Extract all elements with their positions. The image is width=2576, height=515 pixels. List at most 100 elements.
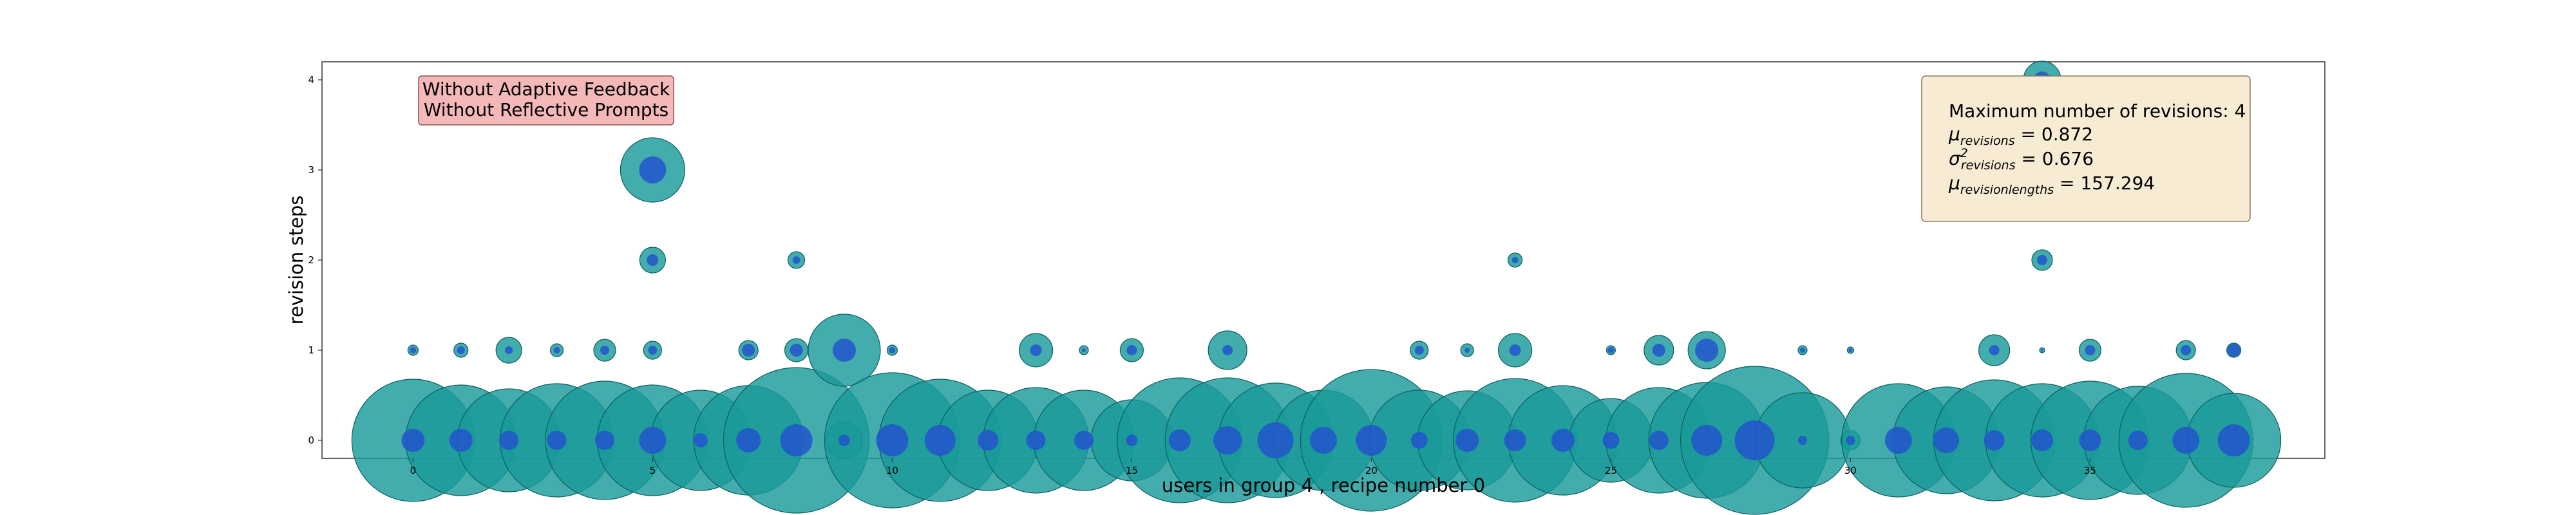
bubble-inner-36-0 bbox=[2128, 431, 2148, 450]
bubble-inner-38-0 bbox=[2217, 424, 2250, 456]
bubble-inner-10-1 bbox=[889, 347, 896, 353]
stats-box: Maximum number of revisions: 4 μrevision… bbox=[1921, 75, 2251, 222]
bubble-inner-18-0 bbox=[1257, 422, 1294, 458]
bubble-inner-31-0 bbox=[1884, 427, 1912, 454]
bubble-inner-27-0 bbox=[1691, 425, 1723, 456]
stats-variance-revisions-value: 0.676 bbox=[2042, 148, 2094, 169]
bubble-inner-9-1 bbox=[832, 339, 856, 362]
bubble-inner-3-0 bbox=[547, 431, 567, 450]
bubble-inner-21-0 bbox=[1410, 432, 1428, 449]
x-tick-label-30: 30 bbox=[1844, 465, 1857, 476]
bubble-inner-38-1 bbox=[2227, 344, 2240, 357]
y-tick-label-0: 0 bbox=[308, 435, 314, 446]
stats-mean-revisions-value: 0.872 bbox=[2041, 124, 2093, 145]
bubble-inner-5-0 bbox=[639, 427, 667, 454]
bubble-inner-35-1 bbox=[2085, 345, 2096, 355]
bubble-inner-27-1 bbox=[1695, 339, 1719, 362]
bubble-inner-19-0 bbox=[1310, 427, 1337, 454]
bubble-inner-13-1 bbox=[1030, 344, 1042, 356]
bubble-inner-2-0 bbox=[499, 431, 519, 450]
bubble-inner-26-0 bbox=[1649, 431, 1669, 450]
bubble-inner-28-0 bbox=[1734, 420, 1775, 460]
bubble-inner-24-0 bbox=[1551, 429, 1575, 452]
bubble-inner-8-0 bbox=[780, 424, 813, 456]
bubble-inner-23-0 bbox=[1504, 429, 1526, 451]
bubble-inner-37-1 bbox=[2181, 345, 2192, 355]
bubble-inner-22-0 bbox=[1455, 429, 1479, 452]
bubble-inner-34-0 bbox=[2031, 429, 2054, 451]
stats-mean-revision-lengths: μrevisionlengths = 157.294 bbox=[1948, 173, 2155, 197]
bubble-inner-23-1 bbox=[1509, 344, 1521, 356]
stats-variance-revisions: σ2 revisions = 0.676 bbox=[1949, 146, 2094, 173]
stats-mean-revisions: μrevisions = 0.872 bbox=[1948, 124, 2093, 148]
x-tick-label-25: 25 bbox=[1605, 465, 1617, 476]
y-tick-label-1: 1 bbox=[308, 344, 314, 356]
bubble-inner-9-0 bbox=[838, 435, 850, 446]
y-tick-label-2: 2 bbox=[308, 254, 314, 266]
x-tick-label-35: 35 bbox=[2084, 465, 2096, 476]
bubble-inner-5-1 bbox=[648, 346, 658, 355]
bubble-inner-33-0 bbox=[1984, 430, 2005, 451]
condition-box-background bbox=[418, 75, 674, 126]
x-tick-label-20: 20 bbox=[1365, 465, 1378, 476]
bubble-inner-17-1 bbox=[1222, 345, 1233, 355]
bubble-marks bbox=[351, 61, 2282, 515]
bubble-inner-26-1 bbox=[1652, 344, 1665, 357]
bubble-inner-30-0 bbox=[1846, 436, 1855, 445]
bubble-inner-37-0 bbox=[2172, 427, 2200, 454]
bubble-inner-1-1 bbox=[457, 346, 465, 354]
bubble-inner-20-0 bbox=[1356, 425, 1387, 456]
bubble-inner-35-0 bbox=[2079, 429, 2101, 451]
bubble-inner-3-1 bbox=[553, 347, 560, 353]
bubble-inner-17-0 bbox=[1213, 426, 1242, 454]
bubble-inner-15-1 bbox=[1126, 345, 1137, 355]
bubble-inner-0-0 bbox=[401, 429, 425, 452]
condition-box: Without Adaptive Feedback Without Reflec… bbox=[418, 75, 674, 126]
bubble-inner-15-0 bbox=[1126, 435, 1138, 446]
bubble-inner-7-1 bbox=[742, 344, 755, 357]
bubble-inner-21-1 bbox=[1414, 346, 1424, 355]
bubble-inner-34-1 bbox=[2041, 349, 2044, 351]
x-tick-label-15: 15 bbox=[1126, 465, 1138, 476]
x-axis-title: users in group 4 , recipe number 0 bbox=[1162, 474, 1485, 496]
bubble-inner-23-2 bbox=[1511, 257, 1519, 263]
bubble-inner-4-0 bbox=[594, 431, 614, 450]
bubble-inner-14-1 bbox=[1081, 348, 1086, 352]
y-axis-title: revision steps bbox=[285, 196, 307, 325]
bubble-inner-29-0 bbox=[1798, 436, 1808, 445]
bubble-inner-16-0 bbox=[1168, 429, 1191, 451]
bubble-inner-25-0 bbox=[1602, 432, 1620, 449]
bubble-inner-2-1 bbox=[505, 346, 513, 354]
bubble-inner-11-0 bbox=[924, 425, 956, 456]
stats-mean-revision-lengths-value: 157.294 bbox=[2080, 173, 2155, 194]
bubble-inner-8-2 bbox=[792, 256, 800, 264]
stats-box-background bbox=[1921, 75, 2251, 222]
bubble-inner-1-0 bbox=[449, 429, 473, 452]
bubble-inner-25-1 bbox=[1607, 347, 1615, 353]
axis-ticks: 0 5 10 15 20 25 30 35 0 1 2 3 4 bbox=[308, 74, 2096, 476]
bubble-inner-32-0 bbox=[1933, 427, 1960, 453]
bubble-inner-34-2 bbox=[2037, 255, 2048, 265]
bubble-inner-0-1 bbox=[410, 347, 417, 353]
bubble-inner-10-0 bbox=[876, 424, 909, 456]
bubble-inner-6-0 bbox=[693, 433, 708, 447]
x-tick-label-0: 0 bbox=[410, 465, 417, 476]
bubble-inner-22-1 bbox=[1464, 348, 1470, 353]
x-tick-label-10: 10 bbox=[886, 465, 898, 476]
x-tick-label-5: 5 bbox=[650, 465, 656, 476]
bubble-inner-13-0 bbox=[1026, 431, 1046, 450]
bubble-inner-5-2 bbox=[647, 254, 659, 266]
stats-max-revisions: Maximum number of revisions: 4 bbox=[1949, 100, 2246, 122]
bubble-inner-14-0 bbox=[1074, 431, 1094, 450]
condition-line-2: Without Reflective Prompts bbox=[424, 99, 669, 120]
bubble-inner-30-1 bbox=[1848, 348, 1853, 352]
bubble-inner-7-0 bbox=[736, 428, 761, 453]
bubble-inner-29-1 bbox=[1800, 348, 1806, 353]
bubble-inner-33-1 bbox=[1989, 345, 2000, 355]
bubble-inner-4-1 bbox=[600, 346, 609, 355]
y-tick-label-4: 4 bbox=[308, 74, 314, 86]
condition-line-1: Without Adaptive Feedback bbox=[422, 79, 670, 100]
bubble-inner-12-0 bbox=[978, 430, 999, 451]
bubble-inner-8-1 bbox=[790, 344, 803, 357]
